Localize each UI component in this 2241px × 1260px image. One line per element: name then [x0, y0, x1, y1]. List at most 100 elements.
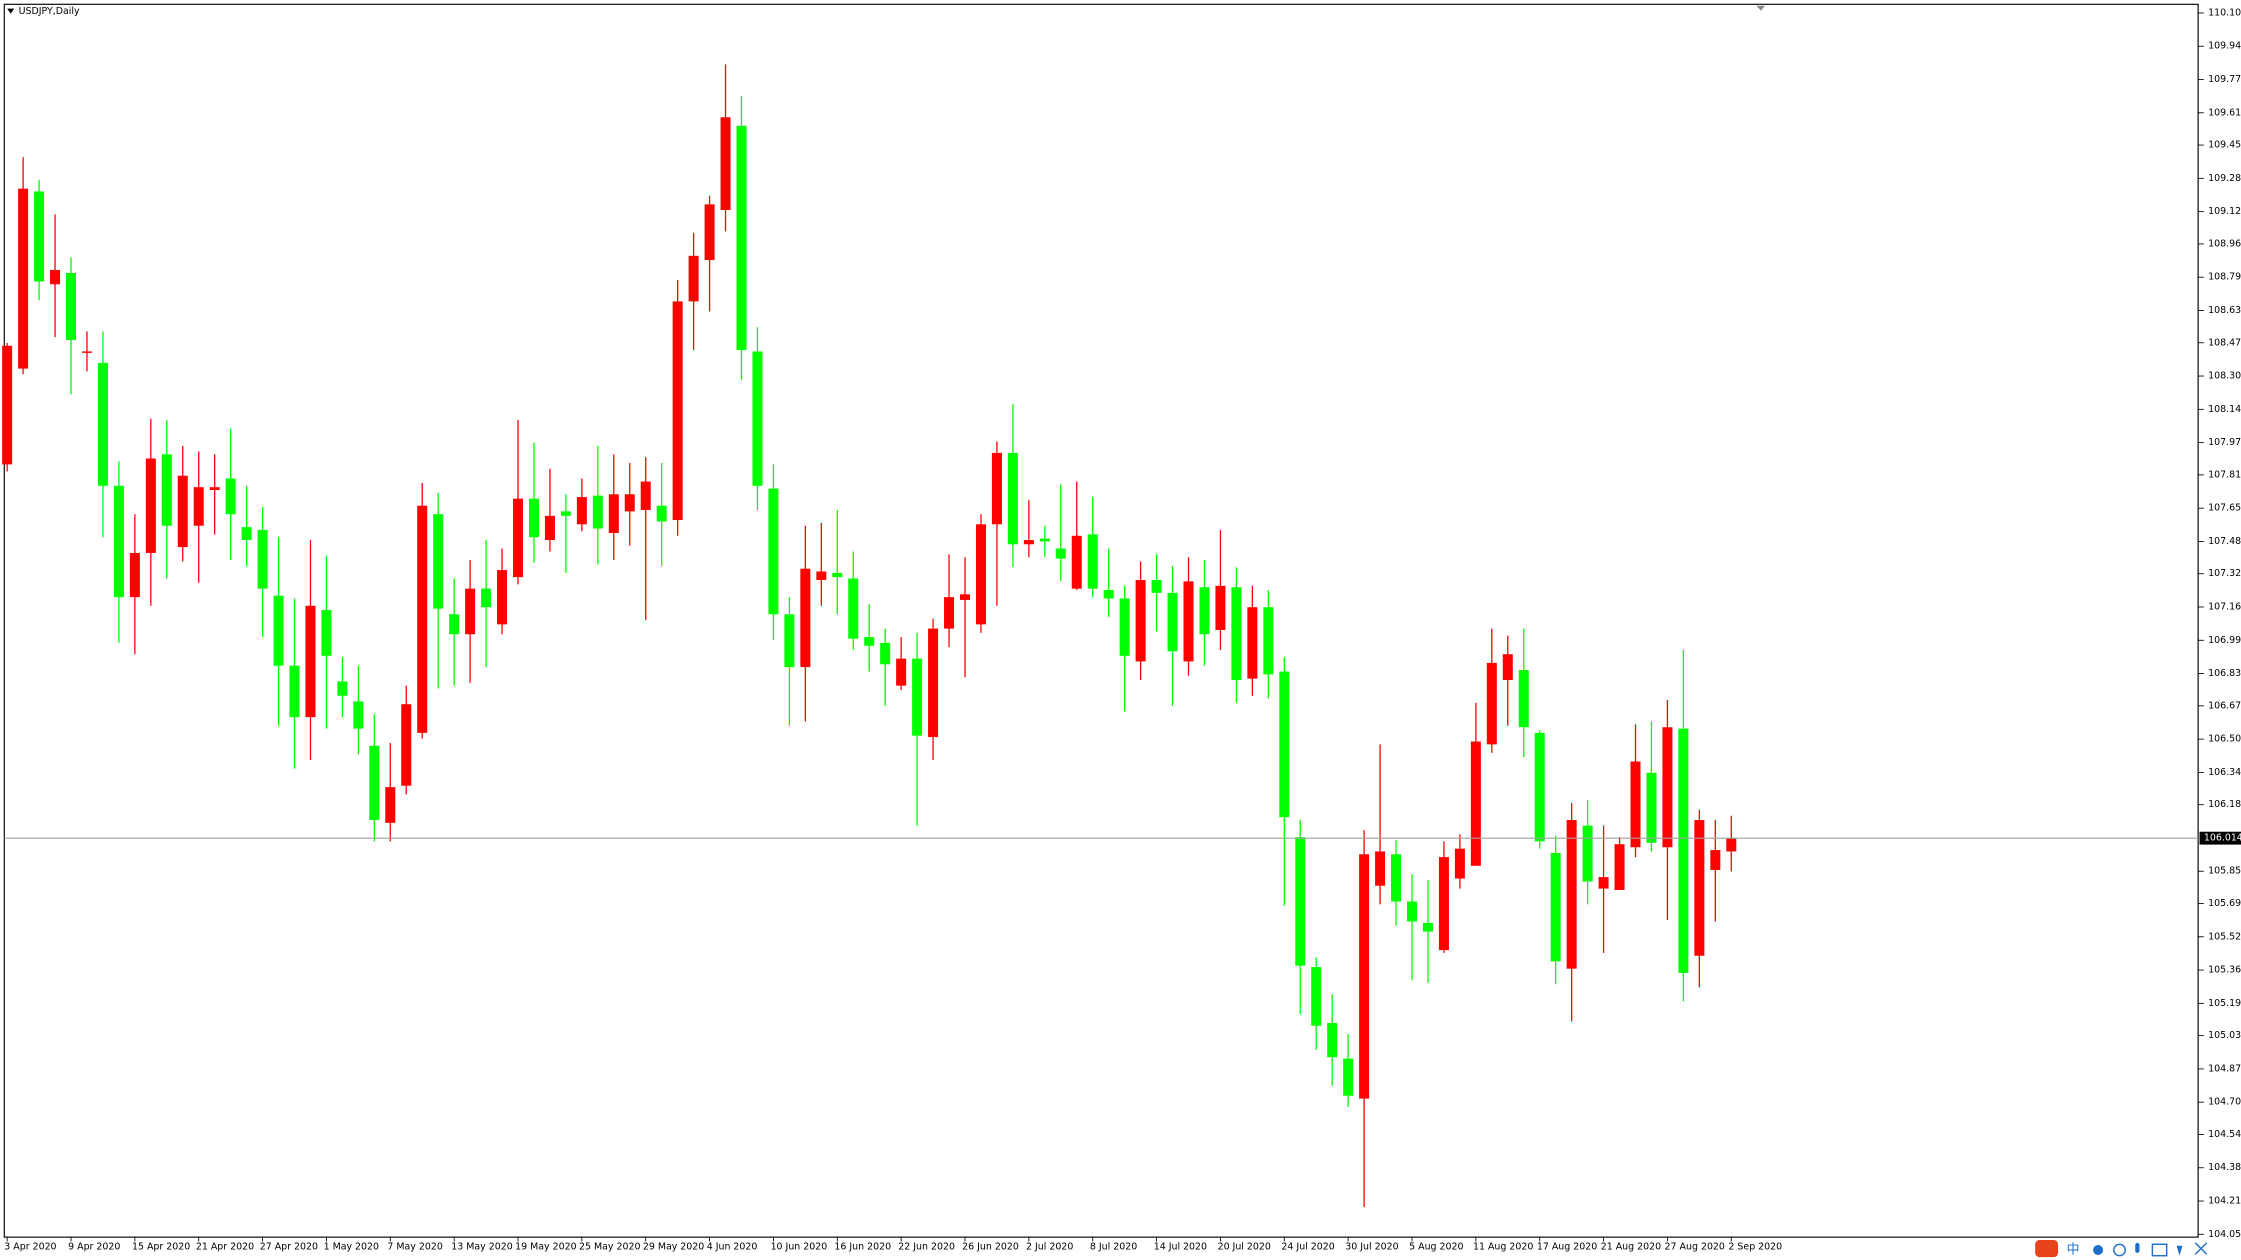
last-price-box [2199, 831, 2241, 845]
x-tick-label: 24 Jul 2020 [1281, 1242, 1334, 1253]
y-tick-label: 106.670 [2208, 700, 2241, 711]
candle-body [1327, 1022, 1338, 1058]
y-tick-label: 109.285 [2208, 173, 2241, 184]
y-tick-label: 108.470 [2208, 337, 2241, 348]
x-tick-label: 30 Jul 2020 [1345, 1242, 1398, 1253]
x-tick-label: 2 Jul 2020 [1026, 1242, 1073, 1253]
candle-body [1359, 854, 1370, 1099]
candle-body [66, 272, 77, 340]
candle-body [417, 505, 428, 733]
x-tick-label: 1 May 2020 [324, 1242, 379, 1253]
candle-body [97, 362, 108, 486]
candle-body [1502, 654, 1513, 681]
candle-body [1422, 922, 1433, 932]
candle-body [784, 614, 795, 668]
ime-indicator[interactable]: 中 [2067, 1243, 2080, 1258]
candle-body [161, 454, 172, 526]
candle-body [1726, 838, 1737, 852]
y-tick-label: 107.815 [2208, 469, 2241, 480]
x-tick-label: 2 Sep 2020 [1728, 1242, 1782, 1253]
candle-body [513, 498, 524, 578]
candle-body [433, 514, 444, 609]
candle-body [1614, 844, 1625, 890]
y-tick-label: 105.525 [2208, 931, 2241, 942]
y-tick-label: 104.705 [2208, 1097, 2241, 1108]
y-tick-label: 106.830 [2208, 668, 2241, 679]
menu-arrow[interactable] [7, 8, 15, 14]
x-tick-label: 11 Aug 2020 [1473, 1242, 1533, 1253]
candle-body [257, 529, 268, 589]
y-tick-label: 108.630 [2208, 305, 2241, 316]
y-tick-label: 105.690 [2208, 898, 2241, 909]
candle-body [1454, 848, 1465, 879]
tray-icon[interactable] [2135, 1242, 2140, 1253]
candle-body [864, 637, 875, 646]
x-tick-label: 21 Apr 2020 [196, 1242, 254, 1253]
candle-body [1470, 741, 1481, 866]
ime-logo[interactable] [2035, 1240, 2059, 1258]
candle-body [959, 594, 971, 600]
candle-body [1694, 820, 1705, 956]
y-tick-label: 105.195 [2208, 998, 2241, 1009]
tray-icon[interactable] [2093, 1245, 2104, 1255]
candle-body [1518, 669, 1529, 728]
candle-body [1598, 877, 1609, 889]
candle-body [1183, 581, 1194, 662]
y-tick-label: 106.505 [2208, 734, 2241, 745]
tray-icon[interactable] [2176, 1245, 2183, 1256]
candle-body [1071, 535, 1082, 589]
candle-body [1438, 857, 1449, 951]
candle-body [672, 301, 683, 521]
x-tick-label: 20 Jul 2020 [1218, 1242, 1271, 1253]
tray-icon[interactable] [2113, 1243, 2126, 1257]
candle-body [736, 125, 747, 351]
candle-body [1199, 587, 1210, 635]
candle-body [608, 494, 619, 533]
candle-body [704, 204, 715, 261]
candle-body [896, 658, 907, 686]
candle-body [1375, 851, 1386, 886]
candle-body [1279, 671, 1290, 818]
candle-body [18, 188, 29, 369]
candle-body [1023, 540, 1034, 545]
candle-body [337, 681, 348, 696]
candle-body [209, 487, 220, 491]
y-tick-label: 109.450 [2208, 140, 2241, 151]
candle-body [465, 588, 476, 635]
x-tick-label: 17 Aug 2020 [1537, 1242, 1597, 1253]
candle-body [848, 578, 859, 639]
candle-body [880, 642, 891, 665]
shift-marker[interactable] [1756, 5, 1766, 11]
candle-body [1662, 727, 1673, 848]
last-price-label: 106.014 [2204, 833, 2241, 844]
x-tick-label: 16 Jun 2020 [834, 1242, 891, 1253]
tray-icon[interactable] [2194, 1242, 2208, 1255]
x-tick-label: 9 Apr 2020 [68, 1242, 120, 1253]
candle-body [1311, 967, 1322, 1026]
candle-body [1550, 852, 1561, 962]
candle-body [385, 787, 396, 823]
candle-body [912, 658, 923, 736]
x-tick-label: 15 Apr 2020 [132, 1242, 190, 1253]
candle-body [1007, 452, 1018, 545]
tray-icon[interactable] [2151, 1243, 2168, 1257]
x-tick-label: 4 Jun 2020 [707, 1242, 758, 1253]
y-tick-label: 110.105 [2208, 7, 2241, 18]
candle-body [1678, 728, 1689, 973]
y-tick-label: 104.050 [2208, 1229, 2241, 1240]
candle-body [81, 351, 92, 353]
x-tick-label: 8 Jul 2020 [1090, 1242, 1137, 1253]
candle-body [2, 345, 13, 465]
x-tick-label: 26 Jun 2020 [962, 1242, 1019, 1253]
candle-body [401, 704, 412, 786]
y-tick-label: 109.610 [2208, 107, 2241, 118]
y-tick-label: 104.380 [2208, 1162, 2241, 1173]
x-tick-label: 3 Apr 2020 [4, 1242, 56, 1253]
candle-body [1039, 538, 1050, 542]
candle-body [975, 524, 986, 625]
plot-border [3, 3, 2199, 1238]
candle-body [1710, 850, 1721, 871]
candle-body [369, 745, 380, 821]
x-tick-label: 22 Jun 2020 [898, 1242, 955, 1253]
candle-body [497, 570, 508, 625]
